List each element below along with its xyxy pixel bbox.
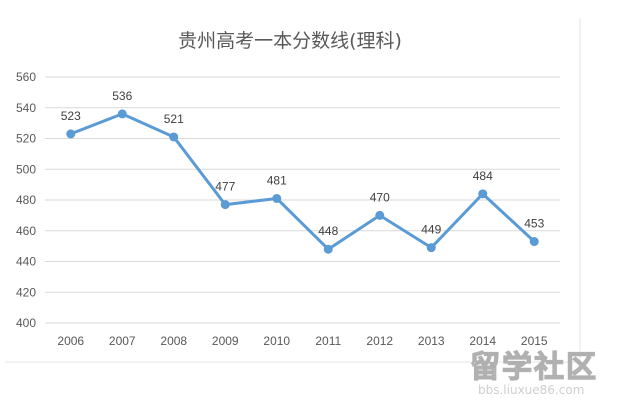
gridlines (45, 76, 560, 324)
y-tick-label: 460 (16, 224, 36, 238)
data-point (529, 237, 539, 247)
x-tick-label: 2015 (521, 334, 548, 348)
series-points (66, 109, 539, 254)
data-label: 521 (164, 112, 184, 126)
watermark-text: 留学社区 (470, 350, 598, 385)
data-point (426, 243, 436, 253)
data-label: 470 (370, 190, 390, 204)
y-tick-label: 540 (16, 101, 36, 115)
x-tick-label: 2014 (469, 334, 496, 348)
data-labels: 523 536 521 477 481 448 470 449 484 453 (61, 89, 545, 238)
data-label: 481 (267, 173, 287, 187)
y-tick-label: 560 (16, 70, 36, 84)
data-point (375, 210, 385, 220)
x-tick-label: 2013 (418, 334, 445, 348)
series-line-path (69, 112, 536, 251)
data-label: 448 (318, 224, 338, 238)
y-tick-label: 500 (16, 162, 36, 176)
data-label: 477 (215, 180, 235, 194)
data-point (66, 129, 76, 139)
data-point (169, 132, 179, 142)
y-tick-label: 440 (16, 255, 36, 269)
y-tick-label: 420 (16, 285, 36, 299)
y-tick-label: 480 (16, 193, 36, 207)
data-point (220, 200, 230, 210)
data-label: 453 (524, 217, 544, 231)
data-point (272, 193, 282, 203)
x-tick-label: 2011 (315, 334, 341, 348)
y-axis-ticks: 400 420 440 460 480 500 520 540 560 (16, 70, 36, 330)
y-tick-label: 520 (16, 132, 36, 146)
data-label: 523 (61, 109, 81, 123)
x-tick-label: 2010 (263, 334, 290, 348)
watermark-url: bbs.liuxue86.com (478, 383, 584, 397)
y-tick-label: 400 (16, 316, 36, 330)
data-label: 536 (112, 89, 132, 103)
x-tick-label: 2007 (109, 334, 136, 348)
chart-title: 贵州高考一本分数线(理科) (178, 30, 402, 52)
watermark: 留学社区 bbs.liuxue86.com (469, 349, 598, 397)
data-label: 484 (473, 169, 493, 183)
series-line (69, 112, 536, 251)
data-point (478, 189, 488, 199)
x-tick-label: 2012 (366, 334, 393, 348)
x-axis-ticks: 2006 2007 2008 2009 2010 2011 2012 2013 2014 2015 (57, 334, 548, 348)
x-tick-label: 2008 (160, 334, 187, 348)
data-label: 449 (421, 223, 441, 237)
data-point (117, 109, 127, 119)
x-tick-label: 2009 (212, 334, 239, 348)
data-point (323, 244, 333, 254)
x-tick-label: 2006 (57, 334, 84, 348)
